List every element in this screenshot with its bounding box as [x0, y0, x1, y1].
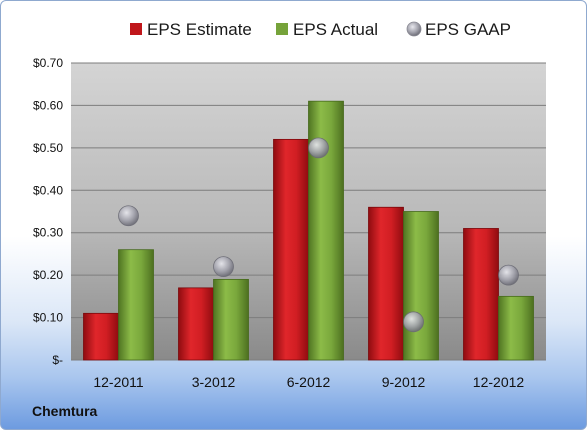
legend-swatch	[406, 21, 422, 37]
y-tick-label: $0.60	[33, 98, 63, 112]
estimate-bar	[273, 138, 309, 361]
gaap-point	[308, 137, 329, 159]
y-tick-label: $0.20	[33, 268, 63, 282]
y-axis: $- $0.10 $0.20 $0.30 $0.40 $0.50 $0.60 $0.70	[33, 56, 63, 367]
x-axis: 12-2011 3-2012 6-2012 9-2012 12-2012	[93, 374, 524, 390]
actual-bar	[498, 295, 534, 361]
actual-bar	[213, 278, 249, 361]
legend-swatch	[130, 23, 142, 35]
y-tick-label: $0.50	[33, 141, 63, 155]
chart-legend: EPS Estimate EPS Actual EPS GAAP	[130, 20, 511, 39]
actual-bar	[403, 211, 439, 361]
y-tick-label: $0.10	[33, 311, 63, 325]
legend-label: EPS Actual	[293, 20, 378, 39]
x-tick-label: 9-2012	[382, 374, 426, 390]
x-tick-label: 12-2012	[473, 374, 525, 390]
estimate-bar	[463, 228, 499, 361]
legend-estimate: EPS Estimate	[130, 20, 252, 39]
gaap-point	[213, 256, 234, 278]
gaap-point	[403, 311, 424, 333]
gaap-point	[118, 205, 139, 227]
gaap-point	[498, 264, 519, 286]
x-tick-label: 6-2012	[287, 374, 331, 390]
x-tick-label: 12-2011	[93, 374, 144, 390]
y-tick-label: $-	[52, 353, 63, 367]
legend-label: EPS GAAP	[425, 20, 511, 39]
gaap-points	[118, 137, 519, 333]
x-tick-label: 3-2012	[192, 374, 236, 390]
estimate-bar	[368, 206, 404, 361]
legend-gaap: EPS GAAP	[406, 20, 511, 39]
estimate-bar	[178, 287, 214, 361]
y-tick-label: $0.40	[33, 183, 63, 197]
legend-actual: EPS Actual	[276, 20, 378, 39]
actual-bar	[118, 249, 154, 361]
y-tick-label: $0.70	[33, 56, 63, 70]
legend-swatch	[276, 23, 288, 35]
bars	[83, 100, 534, 361]
y-tick-label: $0.30	[33, 226, 63, 240]
estimate-bar	[83, 312, 119, 361]
legend-label: EPS Estimate	[147, 20, 252, 39]
company-name: Chemtura	[32, 403, 98, 419]
